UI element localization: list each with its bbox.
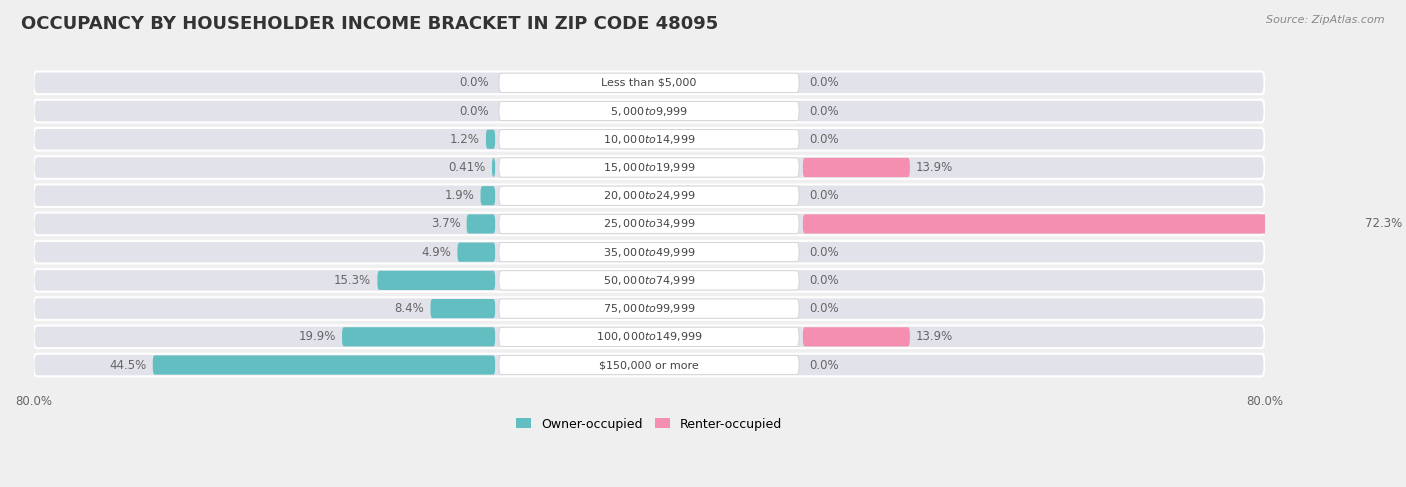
FancyBboxPatch shape <box>803 327 910 346</box>
FancyBboxPatch shape <box>377 271 495 290</box>
FancyBboxPatch shape <box>34 297 1264 320</box>
FancyBboxPatch shape <box>34 241 1264 263</box>
Text: 8.4%: 8.4% <box>395 302 425 315</box>
FancyBboxPatch shape <box>499 130 799 149</box>
Text: 44.5%: 44.5% <box>110 358 146 372</box>
FancyBboxPatch shape <box>492 158 495 177</box>
FancyBboxPatch shape <box>34 325 1264 348</box>
Text: 0.0%: 0.0% <box>808 302 838 315</box>
Text: 0.0%: 0.0% <box>808 358 838 372</box>
FancyBboxPatch shape <box>803 158 910 177</box>
Text: $10,000 to $14,999: $10,000 to $14,999 <box>603 133 695 146</box>
FancyBboxPatch shape <box>34 213 1264 235</box>
Text: 0.0%: 0.0% <box>460 76 489 89</box>
FancyBboxPatch shape <box>34 269 1264 292</box>
FancyBboxPatch shape <box>34 128 1264 150</box>
FancyBboxPatch shape <box>34 354 1264 376</box>
Text: $15,000 to $19,999: $15,000 to $19,999 <box>603 161 695 174</box>
FancyBboxPatch shape <box>34 72 1264 94</box>
FancyBboxPatch shape <box>34 156 1264 179</box>
Text: 15.3%: 15.3% <box>335 274 371 287</box>
Text: $75,000 to $99,999: $75,000 to $99,999 <box>603 302 695 315</box>
Text: 0.0%: 0.0% <box>808 105 838 117</box>
FancyBboxPatch shape <box>486 130 495 149</box>
Legend: Owner-occupied, Renter-occupied: Owner-occupied, Renter-occupied <box>510 412 787 435</box>
FancyBboxPatch shape <box>457 243 495 262</box>
FancyBboxPatch shape <box>803 214 1360 234</box>
FancyBboxPatch shape <box>481 186 495 206</box>
FancyBboxPatch shape <box>499 186 799 206</box>
Text: 13.9%: 13.9% <box>915 161 953 174</box>
FancyBboxPatch shape <box>467 214 495 234</box>
FancyBboxPatch shape <box>499 73 799 93</box>
Text: 0.41%: 0.41% <box>449 161 486 174</box>
Text: $25,000 to $34,999: $25,000 to $34,999 <box>603 217 695 230</box>
FancyBboxPatch shape <box>499 243 799 262</box>
Text: 0.0%: 0.0% <box>808 76 838 89</box>
Text: 19.9%: 19.9% <box>298 330 336 343</box>
FancyBboxPatch shape <box>499 158 799 177</box>
Text: 0.0%: 0.0% <box>460 105 489 117</box>
Text: 13.9%: 13.9% <box>915 330 953 343</box>
Text: Source: ZipAtlas.com: Source: ZipAtlas.com <box>1267 15 1385 25</box>
FancyBboxPatch shape <box>342 327 495 346</box>
FancyBboxPatch shape <box>499 327 799 346</box>
Text: $20,000 to $24,999: $20,000 to $24,999 <box>603 189 695 202</box>
FancyBboxPatch shape <box>499 101 799 121</box>
FancyBboxPatch shape <box>499 299 799 318</box>
Text: 1.2%: 1.2% <box>450 133 479 146</box>
FancyBboxPatch shape <box>430 299 495 318</box>
FancyBboxPatch shape <box>34 100 1264 122</box>
Text: 3.7%: 3.7% <box>430 217 461 230</box>
FancyBboxPatch shape <box>499 214 799 234</box>
Text: OCCUPANCY BY HOUSEHOLDER INCOME BRACKET IN ZIP CODE 48095: OCCUPANCY BY HOUSEHOLDER INCOME BRACKET … <box>21 15 718 33</box>
Text: 0.0%: 0.0% <box>808 133 838 146</box>
Text: 0.0%: 0.0% <box>808 274 838 287</box>
FancyBboxPatch shape <box>499 271 799 290</box>
FancyBboxPatch shape <box>153 356 495 375</box>
FancyBboxPatch shape <box>499 356 799 375</box>
Text: 1.9%: 1.9% <box>444 189 474 202</box>
Text: 0.0%: 0.0% <box>808 189 838 202</box>
FancyBboxPatch shape <box>34 185 1264 207</box>
Text: 72.3%: 72.3% <box>1365 217 1403 230</box>
Text: $50,000 to $74,999: $50,000 to $74,999 <box>603 274 695 287</box>
Text: Less than $5,000: Less than $5,000 <box>602 78 697 88</box>
Text: 0.0%: 0.0% <box>808 245 838 259</box>
Text: $5,000 to $9,999: $5,000 to $9,999 <box>610 105 688 117</box>
Text: $100,000 to $149,999: $100,000 to $149,999 <box>596 330 703 343</box>
Text: 4.9%: 4.9% <box>422 245 451 259</box>
Text: $150,000 or more: $150,000 or more <box>599 360 699 370</box>
Text: $35,000 to $49,999: $35,000 to $49,999 <box>603 245 695 259</box>
